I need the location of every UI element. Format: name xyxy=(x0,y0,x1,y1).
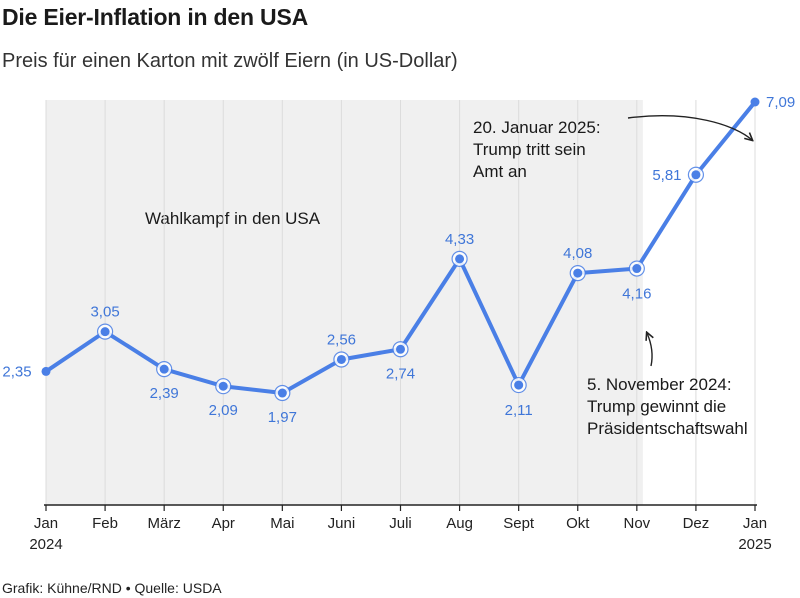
x-axis-tick-label: März xyxy=(147,515,180,532)
annotation-election-text: 5. November 2024: xyxy=(587,375,732,394)
data-point-dot xyxy=(455,254,465,264)
data-point xyxy=(750,97,760,107)
data-label: 4,33 xyxy=(445,231,474,248)
data-point-dot xyxy=(573,268,583,278)
data-point xyxy=(687,166,705,183)
x-axis-tick-label: Juli xyxy=(389,515,412,532)
annotation-election-text: Präsidentschaftswahl xyxy=(587,419,748,438)
data-point xyxy=(510,376,527,394)
annotation-election-text: Trump gewinnt die xyxy=(587,397,726,416)
data-label: 3,05 xyxy=(90,304,119,321)
x-axis-tick-label: Mai xyxy=(270,515,294,532)
data-point-dot xyxy=(750,97,760,107)
data-label: 2,74 xyxy=(386,365,415,382)
data-point-dot xyxy=(218,381,228,391)
x-axis-tick-label: Sept xyxy=(503,515,535,532)
data-label: 7,09 xyxy=(766,94,795,111)
data-label: 2,09 xyxy=(209,402,238,419)
data-point-dot xyxy=(514,380,524,390)
data-label: 2,56 xyxy=(327,331,356,348)
data-point-dot xyxy=(691,170,701,180)
chart-title: Die Eier-Inflation in den USA xyxy=(2,4,309,30)
x-axis-tick-label: 2024 xyxy=(29,536,62,553)
source-credit: Grafik: Kühne/RND • Quelle: USDA xyxy=(2,580,222,596)
data-label: 2,11 xyxy=(505,402,533,419)
x-axis-tick-label: 2025 xyxy=(738,536,771,553)
data-label: 4,16 xyxy=(622,286,651,303)
data-point xyxy=(96,323,114,340)
data-point xyxy=(156,361,173,378)
data-point xyxy=(392,341,409,358)
data-point xyxy=(215,378,232,395)
data-point-dot xyxy=(336,354,346,364)
annotation-inauguration-arrow xyxy=(627,115,752,140)
x-axis-tick-label: Jan xyxy=(34,515,58,532)
data-point xyxy=(274,384,291,402)
annotation-inauguration-text: Amt an xyxy=(473,162,527,181)
data-label: 2,35 xyxy=(2,363,31,380)
annotation-election-arrow xyxy=(647,333,652,367)
data-label: 4,08 xyxy=(563,245,592,262)
x-axis-tick-label: Feb xyxy=(92,515,118,532)
x-axis-tick-label: Okt xyxy=(566,515,590,532)
data-point-dot xyxy=(100,327,110,337)
chart-subtitle: Preis für einen Karton mit zwölf Eiern (… xyxy=(2,50,458,72)
data-label: 5,81 xyxy=(652,167,681,184)
data-point-dot xyxy=(41,366,51,376)
x-axis-tick-label: Dez xyxy=(683,515,710,532)
campaign-period-shading xyxy=(46,100,643,505)
x-axis-tick-label: Apr xyxy=(212,515,235,532)
data-label: 1,97 xyxy=(268,409,297,426)
data-label: 2,39 xyxy=(150,385,179,402)
annotation-inauguration-text: 20. Januar 2025: xyxy=(473,118,601,137)
annotation-inauguration-text: Trump tritt sein xyxy=(473,140,586,159)
campaign-period-label: Wahlkampf in den USA xyxy=(145,209,321,228)
data-point xyxy=(333,351,350,368)
data-point-dot xyxy=(632,264,642,274)
x-axis-tick-label: Aug xyxy=(446,515,473,532)
x-axis-tick-label: Nov xyxy=(623,515,650,532)
data-point-dot xyxy=(159,364,169,374)
x-axis-tick-label: Juni xyxy=(328,515,356,532)
data-point xyxy=(569,264,586,282)
x-axis-tick-label: Jan xyxy=(743,515,767,532)
data-point xyxy=(451,250,468,267)
data-point xyxy=(41,366,51,376)
data-point-dot xyxy=(396,344,405,354)
data-point-dot xyxy=(277,388,287,398)
data-point xyxy=(628,260,645,277)
